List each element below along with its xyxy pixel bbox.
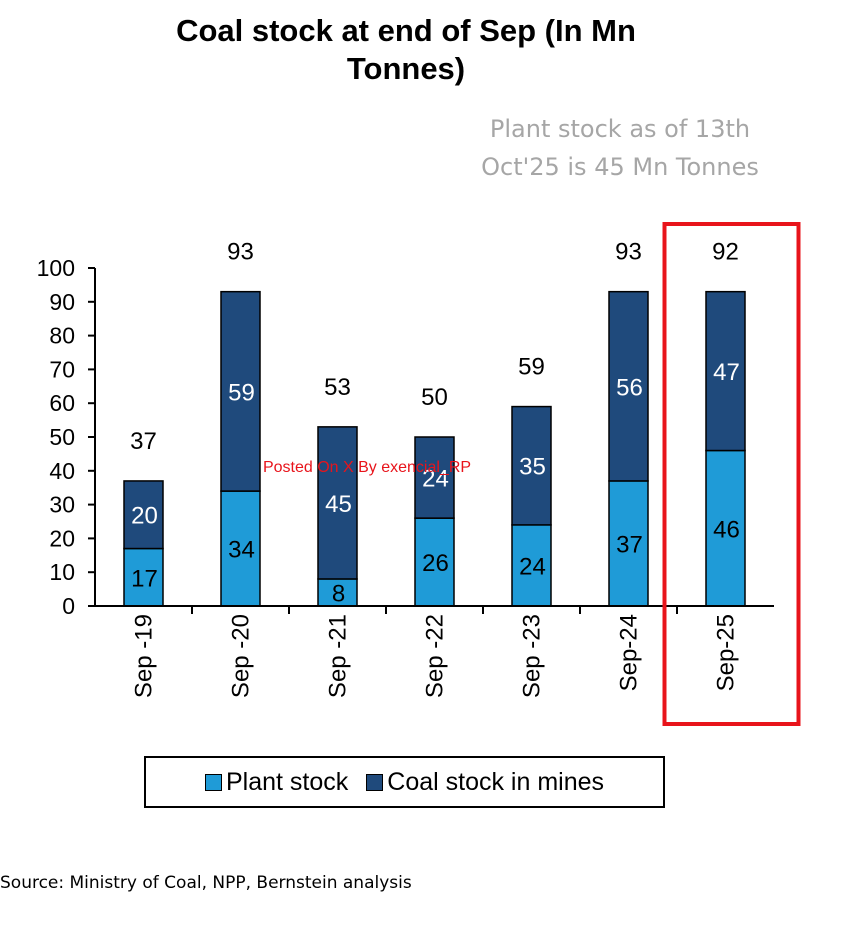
y-tick-label-0: 0	[62, 593, 75, 619]
x-tick-label-4: Sep -23	[519, 614, 546, 698]
total-label-1: 93	[227, 239, 254, 266]
legend-item-mine-stock: Coal stock in mines	[366, 768, 604, 797]
data-label-mine-stock-3: 24	[422, 466, 449, 493]
y-tick-label-1: 10	[49, 559, 75, 585]
total-label-3: 50	[421, 384, 448, 411]
total-label-0: 37	[130, 428, 157, 455]
legend-item-plant-stock: Plant stock	[204, 767, 349, 797]
data-label-plant-stock-2: 8	[332, 580, 345, 607]
bar-segment-mine-stock-4	[511, 405, 552, 526]
annotation-line-2: Oct'25 is 45 Mn Tonnes	[481, 153, 759, 181]
chart-title-line-1: Coal stock at end of Sep (In Mn	[176, 13, 636, 48]
data-label-mine-stock-4: 35	[519, 454, 546, 481]
y-tick-label-6: 60	[49, 390, 75, 416]
x-tick-label-3: Sep -22	[422, 614, 449, 698]
data-label-plant-stock-1: 34	[228, 537, 255, 564]
highlight-box	[662, 222, 801, 726]
total-label-6: 92	[712, 239, 739, 266]
bar-segment-mine-stock-5	[608, 290, 649, 482]
bar-segment-mine-stock-0	[123, 480, 164, 550]
y-tick-label-7: 70	[49, 356, 75, 382]
y-tick-label-4: 40	[49, 458, 75, 484]
y-tick-label-9: 90	[49, 289, 75, 315]
x-tick-label-5: Sep-24	[616, 614, 643, 691]
data-label-mine-stock-5: 56	[616, 374, 643, 401]
bar-segment-plant-stock-0	[123, 547, 164, 607]
x-tick-label-0: Sep -19	[131, 614, 158, 698]
data-label-plant-stock-0: 17	[131, 565, 158, 592]
annotation-line-1: Plant stock as of 13th	[489, 115, 751, 143]
legend-swatch-plant-stock	[204, 773, 222, 791]
bar-segment-plant-stock-3	[414, 517, 455, 607]
stacked-bar-chart: 17 20 37 Sep -19 34 59 93 Sep -20 8 45 53 Sep -21 26…	[37, 222, 801, 726]
data-label-plant-stock-4: 24	[519, 553, 546, 580]
y-tick-label-2: 20	[49, 525, 75, 551]
total-label-5: 93	[615, 239, 642, 266]
y-tick-label-10: 100	[37, 255, 75, 281]
y-tick-label-8: 80	[49, 323, 75, 349]
data-label-plant-stock-6: 46	[713, 516, 740, 543]
chart-legend: Plant stock Coal stock in mines	[144, 756, 665, 808]
y-tick-label-3: 30	[49, 492, 75, 518]
total-label-2: 53	[324, 374, 351, 401]
total-label-4: 59	[518, 354, 545, 381]
bar-segment-mine-stock-2	[317, 426, 358, 580]
data-label-mine-stock-1: 59	[228, 379, 255, 406]
y-tick-label-5: 50	[49, 424, 75, 450]
legend-label-mine-stock: Coal stock in mines	[387, 767, 605, 796]
x-tick-label-2: Sep -21	[325, 614, 352, 698]
chart-title: Coal stock at end of Sep (In Mn Tonnes)	[0, 12, 812, 88]
legend-label-plant-stock: Plant stock	[225, 767, 349, 796]
data-label-plant-stock-3: 26	[422, 550, 449, 577]
chart-title-line-2: Tonnes)	[346, 51, 466, 86]
bar-segment-mine-stock-6	[705, 290, 746, 452]
legend-swatch-mine-stock	[366, 773, 384, 791]
x-tick-label-1: Sep -20	[228, 614, 255, 698]
bar-segment-mine-stock-3	[414, 436, 455, 519]
source-note: Source: Ministry of Coal, NPP, Bernstein…	[0, 873, 412, 893]
data-label-mine-stock-6: 47	[713, 359, 740, 386]
watermark-text: Posted On X By exencial_RP	[263, 459, 471, 476]
data-label-plant-stock-5: 37	[616, 531, 643, 558]
bar-segment-mine-stock-1	[220, 290, 261, 492]
plant-stock-annotation: Plant stock as of 13th Oct'25 is 45 Mn T…	[440, 110, 800, 186]
x-tick-label-6: Sep-25	[713, 614, 740, 691]
data-label-mine-stock-0: 20	[131, 503, 158, 530]
data-label-mine-stock-2: 45	[325, 491, 352, 518]
